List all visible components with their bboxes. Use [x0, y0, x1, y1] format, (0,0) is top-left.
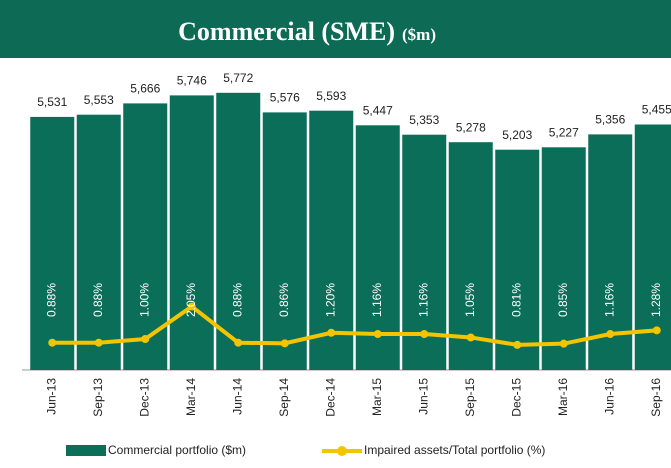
line-value-label: 0.88% [44, 283, 58, 317]
bar-value-label: 5,356 [595, 113, 625, 127]
bar-value-label: 5,553 [84, 93, 114, 107]
line-value-label: 0.88% [91, 283, 105, 317]
x-tick-label: Mar-15 [370, 378, 384, 416]
x-tick-label: Mar-14 [184, 378, 198, 416]
line-value-label: 1.16% [370, 283, 384, 317]
line-point [94, 338, 103, 347]
bar [169, 95, 214, 371]
x-tick-label: Jun-16 [602, 378, 616, 415]
bar [123, 103, 168, 371]
bar-value-label: 5,593 [316, 89, 346, 103]
bar [30, 116, 75, 371]
x-tick-label: Mar-16 [556, 378, 570, 416]
x-tick-label: Sep-15 [463, 378, 477, 417]
bar-value-label: 5,531 [37, 95, 67, 109]
bar [355, 125, 400, 370]
line-value-label: 0.86% [277, 283, 291, 317]
line-point [373, 330, 382, 339]
bar-value-label: 5,455 [642, 103, 671, 117]
line-point [466, 333, 475, 342]
line [52, 303, 657, 347]
bar-value-label: 5,746 [177, 74, 207, 88]
chart-subtitle: ($m) [402, 25, 436, 44]
bar [262, 112, 307, 371]
line-point [327, 328, 336, 337]
legend-label: Impaired assets/Total portfolio (%) [364, 443, 545, 457]
x-tick-label: Sep-16 [649, 378, 663, 417]
line-value-label: 0.88% [230, 283, 244, 317]
bar [448, 142, 493, 370]
bar [216, 92, 261, 371]
bar-value-label: 5,576 [270, 91, 300, 105]
bar-value-label: 5,772 [223, 71, 253, 85]
x-tick-label: Dec-15 [509, 378, 523, 417]
legend-label: Commercial portfolio ($m) [108, 443, 246, 457]
x-tick-label: Sep-13 [91, 378, 105, 417]
line-value-label: 2.05% [184, 283, 198, 317]
bar-value-label: 5,353 [409, 113, 439, 127]
x-tick-label: Jun-15 [416, 378, 430, 415]
line-point [420, 330, 429, 339]
bar-value-label: 5,447 [363, 103, 393, 117]
title-bar [0, 0, 671, 58]
line-point [280, 339, 289, 348]
line-point [234, 338, 243, 347]
legend-swatch [337, 446, 347, 456]
line-point [48, 338, 57, 347]
line-value-label: 1.28% [649, 283, 663, 317]
bar-value-label: 5,227 [549, 125, 579, 139]
line-point [559, 339, 568, 348]
line-value-label: 1.20% [323, 283, 337, 317]
line-point [187, 302, 196, 311]
x-tick-label: Jun-14 [230, 378, 244, 415]
x-tick-label: Dec-13 [137, 378, 151, 417]
line-value-label: 1.16% [416, 283, 430, 317]
line-value-label: 0.85% [556, 283, 570, 317]
bar-value-label: 5,203 [502, 128, 532, 142]
bar [495, 149, 540, 370]
bar-value-label: 5,278 [456, 120, 486, 134]
chart-title: Commercial (SME) [178, 17, 395, 46]
line-point [513, 340, 522, 349]
x-tick-label: Sep-14 [277, 378, 291, 417]
line-value-label: 0.81% [509, 283, 523, 317]
bar-value-label: 5,666 [130, 82, 160, 96]
line-point [652, 326, 661, 335]
x-tick-label: Dec-14 [323, 378, 337, 417]
line-value-label: 1.05% [463, 283, 477, 317]
bar [76, 114, 121, 370]
line-value-label: 1.00% [137, 283, 151, 317]
line-point [141, 335, 150, 343]
legend-swatch [66, 445, 106, 456]
bar [541, 147, 586, 370]
line-point [606, 330, 615, 339]
x-tick-label: Jun-13 [44, 378, 58, 415]
bar [309, 110, 354, 370]
line-value-label: 1.16% [602, 283, 616, 317]
